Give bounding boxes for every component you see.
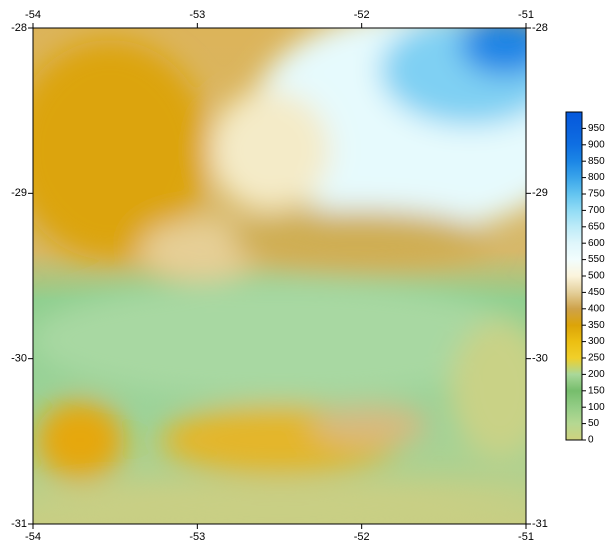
y-tick-label-right: -28: [532, 22, 548, 34]
y-tick-label-right: -30: [532, 353, 548, 365]
colorbar-tick-label: 300: [588, 336, 605, 347]
y-tick-label-left: -31: [11, 518, 27, 530]
colorbar-tick-label: 800: [588, 172, 605, 183]
x-tick-label-top: -51: [518, 9, 534, 21]
colorbar-tick-label: 900: [588, 139, 605, 150]
colorbar-tick-label: 450: [588, 287, 605, 298]
y-tick-label-right: -29: [532, 187, 548, 199]
colorbar-tick-label: 50: [588, 418, 600, 429]
colorbar: [566, 112, 582, 440]
x-tick-label-top: -53: [189, 9, 205, 21]
colorbar-tick-label: 600: [588, 238, 605, 249]
colorbar-tick-label: 100: [588, 402, 605, 413]
colorbar-tick-label: 150: [588, 385, 605, 396]
colorbar-tick-label: 0: [588, 435, 594, 446]
colorbar-tick-label: 350: [588, 320, 605, 331]
x-tick-label-bottom: -51: [518, 531, 534, 540]
y-tick-label-left: -28: [11, 22, 27, 34]
colorbar-tick-label: 950: [588, 123, 605, 134]
colorbar-tick-label: 650: [588, 221, 605, 232]
colorbar-tick-label: 500: [588, 271, 605, 282]
x-tick-label-bottom: -54: [25, 531, 41, 540]
colorbar-tick-label: 400: [588, 303, 605, 314]
colorbar-tick-label: 250: [588, 353, 605, 364]
colorbar-tick-label: 700: [588, 205, 605, 216]
x-tick-label-top: -52: [354, 9, 370, 21]
colorbar-tick-label: 750: [588, 189, 605, 200]
x-tick-label-bottom: -53: [189, 531, 205, 540]
x-tick-label-top: -54: [25, 9, 41, 21]
elevation-raster: [10, 10, 590, 525]
colorbar-tick-label: 200: [588, 369, 605, 380]
y-tick-label-right: -31: [532, 518, 548, 530]
colorbar-tick-label: 550: [588, 254, 605, 265]
y-tick-label-left: -29: [11, 187, 27, 199]
x-tick-label-bottom: -52: [354, 531, 370, 540]
y-tick-label-left: -30: [11, 353, 27, 365]
colorbar-tick-label: 850: [588, 156, 605, 167]
map-figure: -54-54-53-53-52-52-51-51-31-31-30-30-29-…: [0, 0, 607, 540]
